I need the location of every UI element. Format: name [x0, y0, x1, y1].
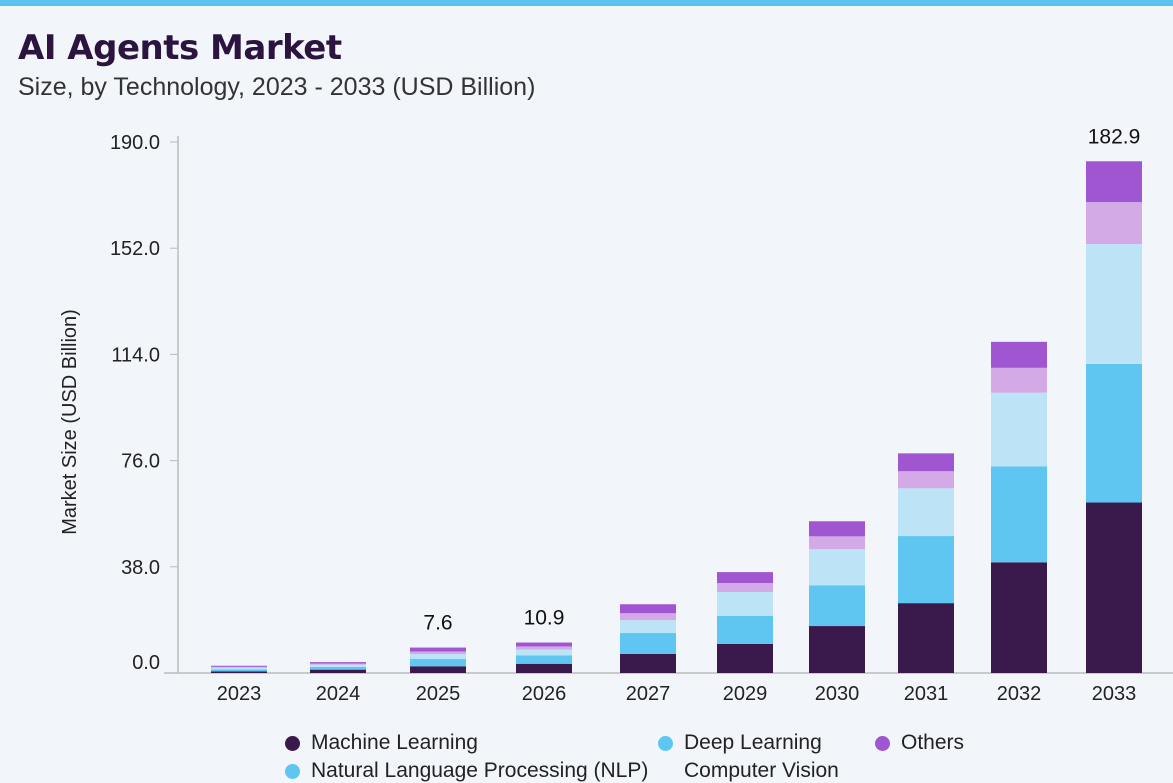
data-label-2026: 10.9: [524, 607, 565, 630]
x-tick-label: 2030: [815, 683, 860, 705]
legend-label: Others: [901, 731, 965, 754]
legend-item-nlp: Natural Language Processing (NLP): [285, 759, 648, 783]
bar-segment-natural-language-processing-nlp--2023: [211, 667, 267, 670]
legend-label: Machine Learning: [311, 731, 478, 754]
bar-segment-machine-learning-2033: [1086, 502, 1142, 673]
bar-segment-deep-learning-2027: [620, 633, 676, 654]
legend-item-machine-learning: Machine Learning: [285, 731, 478, 755]
legend-item-computer-vision: Computer Vision: [684, 759, 839, 783]
bar-segment-deep-learning-2033: [1086, 363, 1142, 503]
bar-segment-machine-learning-2032: [991, 562, 1047, 673]
bar-segment-natural-language-processing-nlp--2025: [410, 653, 466, 660]
bar-segment-others-2025: [410, 647, 466, 652]
bar-segment-machine-learning-2031: [898, 603, 954, 673]
bar-segment-natural-language-processing-nlp--2033: [1086, 244, 1142, 364]
bar-segment-deep-learning-2030: [809, 585, 865, 627]
bar-segment-others-2026: [516, 642, 572, 647]
bar-segment-computer-vision-2025: [410, 651, 466, 654]
y-tick-label: 152.0: [110, 238, 160, 260]
bar-segment-machine-learning-2030: [809, 626, 865, 673]
bar-segment-deep-learning-2031: [898, 536, 954, 604]
bar-segment-computer-vision-2023: [211, 666, 267, 668]
bar-segment-others-2031: [898, 453, 954, 472]
data-label-2025: 7.6: [423, 612, 452, 635]
x-tick-label: 2032: [997, 683, 1042, 705]
data-label-2033: 182.9: [1088, 125, 1141, 148]
bar-segment-computer-vision-2030: [809, 536, 865, 550]
bar-segment-deep-learning-2025: [410, 659, 466, 667]
bar-segment-computer-vision-2029: [717, 583, 773, 592]
bar-segment-deep-learning-2032: [991, 466, 1047, 563]
bar-segment-computer-vision-2024: [310, 663, 366, 665]
bar-segment-natural-language-processing-nlp--2027: [620, 620, 676, 634]
legend-label: Natural Language Processing (NLP): [311, 759, 649, 782]
x-tick-label: 2025: [416, 683, 461, 705]
chart-title: AI Agents Market: [18, 28, 342, 68]
y-tick-label: 76.0: [121, 451, 160, 473]
bar-segment-natural-language-processing-nlp--2032: [991, 392, 1047, 467]
legend-item-others: Others: [875, 731, 964, 755]
bar-segment-natural-language-processing-nlp--2030: [809, 549, 865, 586]
bar-segment-machine-learning-2023: [211, 671, 267, 673]
legend-marker: [658, 735, 673, 751]
bar-segment-computer-vision-2031: [898, 471, 954, 489]
bar-segment-others-2033: [1086, 161, 1142, 203]
x-tick-label: 2027: [626, 683, 671, 705]
legend-label: Deep Learning: [684, 731, 822, 754]
top-accent-bar: [0, 0, 1173, 6]
x-tick-label: 2031: [904, 683, 949, 705]
x-tick-label: 2029: [723, 683, 768, 705]
bar-segment-computer-vision-2033: [1086, 202, 1142, 245]
bar-segment-computer-vision-2032: [991, 367, 1047, 393]
y-tick-label: 0.0: [132, 652, 160, 674]
bar-segment-deep-learning-2023: [211, 669, 267, 672]
bar-segment-natural-language-processing-nlp--2026: [516, 649, 572, 656]
bar-segment-machine-learning-2026: [516, 663, 572, 673]
y-tick-label: 114.0: [111, 344, 160, 366]
bar-segment-natural-language-processing-nlp--2031: [898, 488, 954, 537]
x-tick-label: 2033: [1092, 683, 1137, 705]
bar-segment-others-2024: [310, 662, 366, 664]
bar-segment-machine-learning-2029: [717, 643, 773, 673]
y-tick-label: 190.0: [110, 132, 160, 154]
legend-marker: [875, 735, 890, 751]
bar-segment-computer-vision-2027: [620, 613, 676, 621]
bar-segment-machine-learning-2027: [620, 653, 676, 673]
y-axis-label: Market Size (USD Billion): [59, 309, 81, 535]
legend-marker: [285, 763, 300, 779]
bar-segment-others-2032: [991, 341, 1047, 368]
bar-segment-machine-learning-2024: [310, 669, 366, 673]
bar-segment-computer-vision-2026: [516, 646, 572, 650]
bar-segment-others-2030: [809, 521, 865, 537]
bar-segment-natural-language-processing-nlp--2029: [717, 591, 773, 616]
bar-segment-deep-learning-2024: [310, 666, 366, 670]
legend-item-deep-learning: Deep Learning: [658, 731, 822, 755]
y-tick-label: 38.0: [121, 557, 160, 579]
bar-segment-machine-learning-2025: [410, 666, 466, 673]
legend-marker: [285, 735, 300, 751]
bar-segment-others-2023: [211, 665, 267, 667]
bar-segment-others-2029: [717, 572, 773, 584]
x-tick-label: 2026: [522, 683, 567, 705]
bar-segment-deep-learning-2026: [516, 655, 572, 664]
x-tick-label: 2024: [316, 683, 361, 705]
bar-segment-others-2027: [620, 604, 676, 614]
bar-segment-deep-learning-2029: [717, 615, 773, 644]
bar-segment-natural-language-processing-nlp--2024: [310, 664, 366, 667]
legend-label: Computer Vision: [684, 759, 839, 782]
chart-subtitle: Size, by Technology, 2023 - 2033 (USD Bi…: [18, 73, 536, 101]
x-tick-label: 2023: [217, 683, 262, 705]
